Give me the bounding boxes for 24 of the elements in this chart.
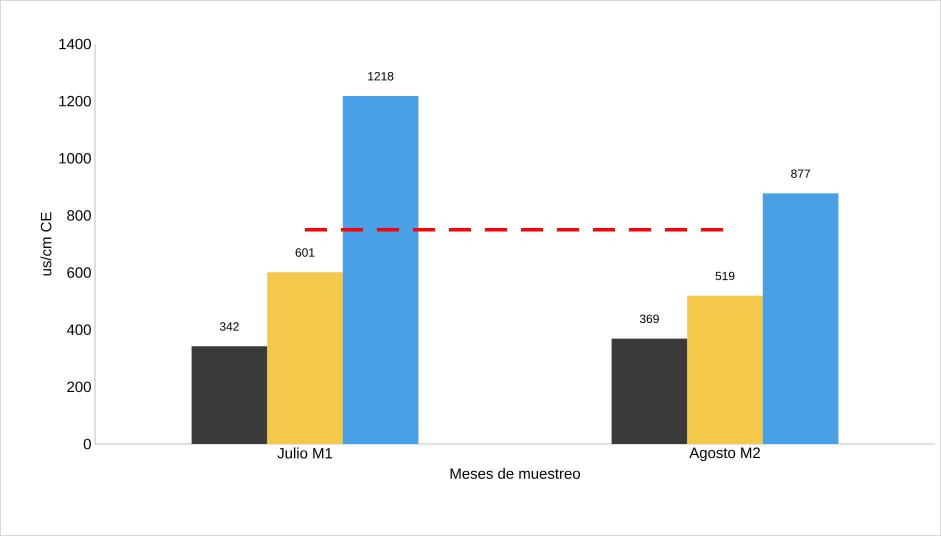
y-tick-label: 600 bbox=[67, 267, 91, 278]
y-axis-title: us/cm CE bbox=[40, 212, 52, 276]
x-axis-title: Meses de muestreo bbox=[450, 468, 580, 479]
data-label: 519 bbox=[716, 272, 734, 280]
data-label: 369 bbox=[640, 314, 659, 324]
data-label: 1218 bbox=[368, 72, 394, 80]
y-tick-label: 0 bbox=[84, 438, 91, 450]
data-label: 601 bbox=[296, 248, 314, 257]
y-tick-label: 1200 bbox=[59, 96, 91, 106]
data-label: 877 bbox=[791, 169, 810, 178]
y-tick-label: 1400 bbox=[59, 38, 91, 50]
y-tick-label: 400 bbox=[66, 324, 91, 335]
x-tick-label: Agosto M2 bbox=[689, 448, 760, 462]
y-tick-label: 200 bbox=[67, 382, 91, 392]
bar bbox=[612, 338, 688, 444]
bar bbox=[267, 272, 343, 444]
data-label: 342 bbox=[220, 322, 239, 331]
bar bbox=[762, 193, 838, 444]
bar bbox=[687, 296, 763, 444]
bar bbox=[192, 346, 268, 444]
x-tick-label: Julio M1 bbox=[277, 448, 332, 458]
bar bbox=[342, 96, 418, 444]
y-tick-label: 800 bbox=[67, 210, 91, 221]
y-tick-label: 1000 bbox=[59, 152, 91, 164]
